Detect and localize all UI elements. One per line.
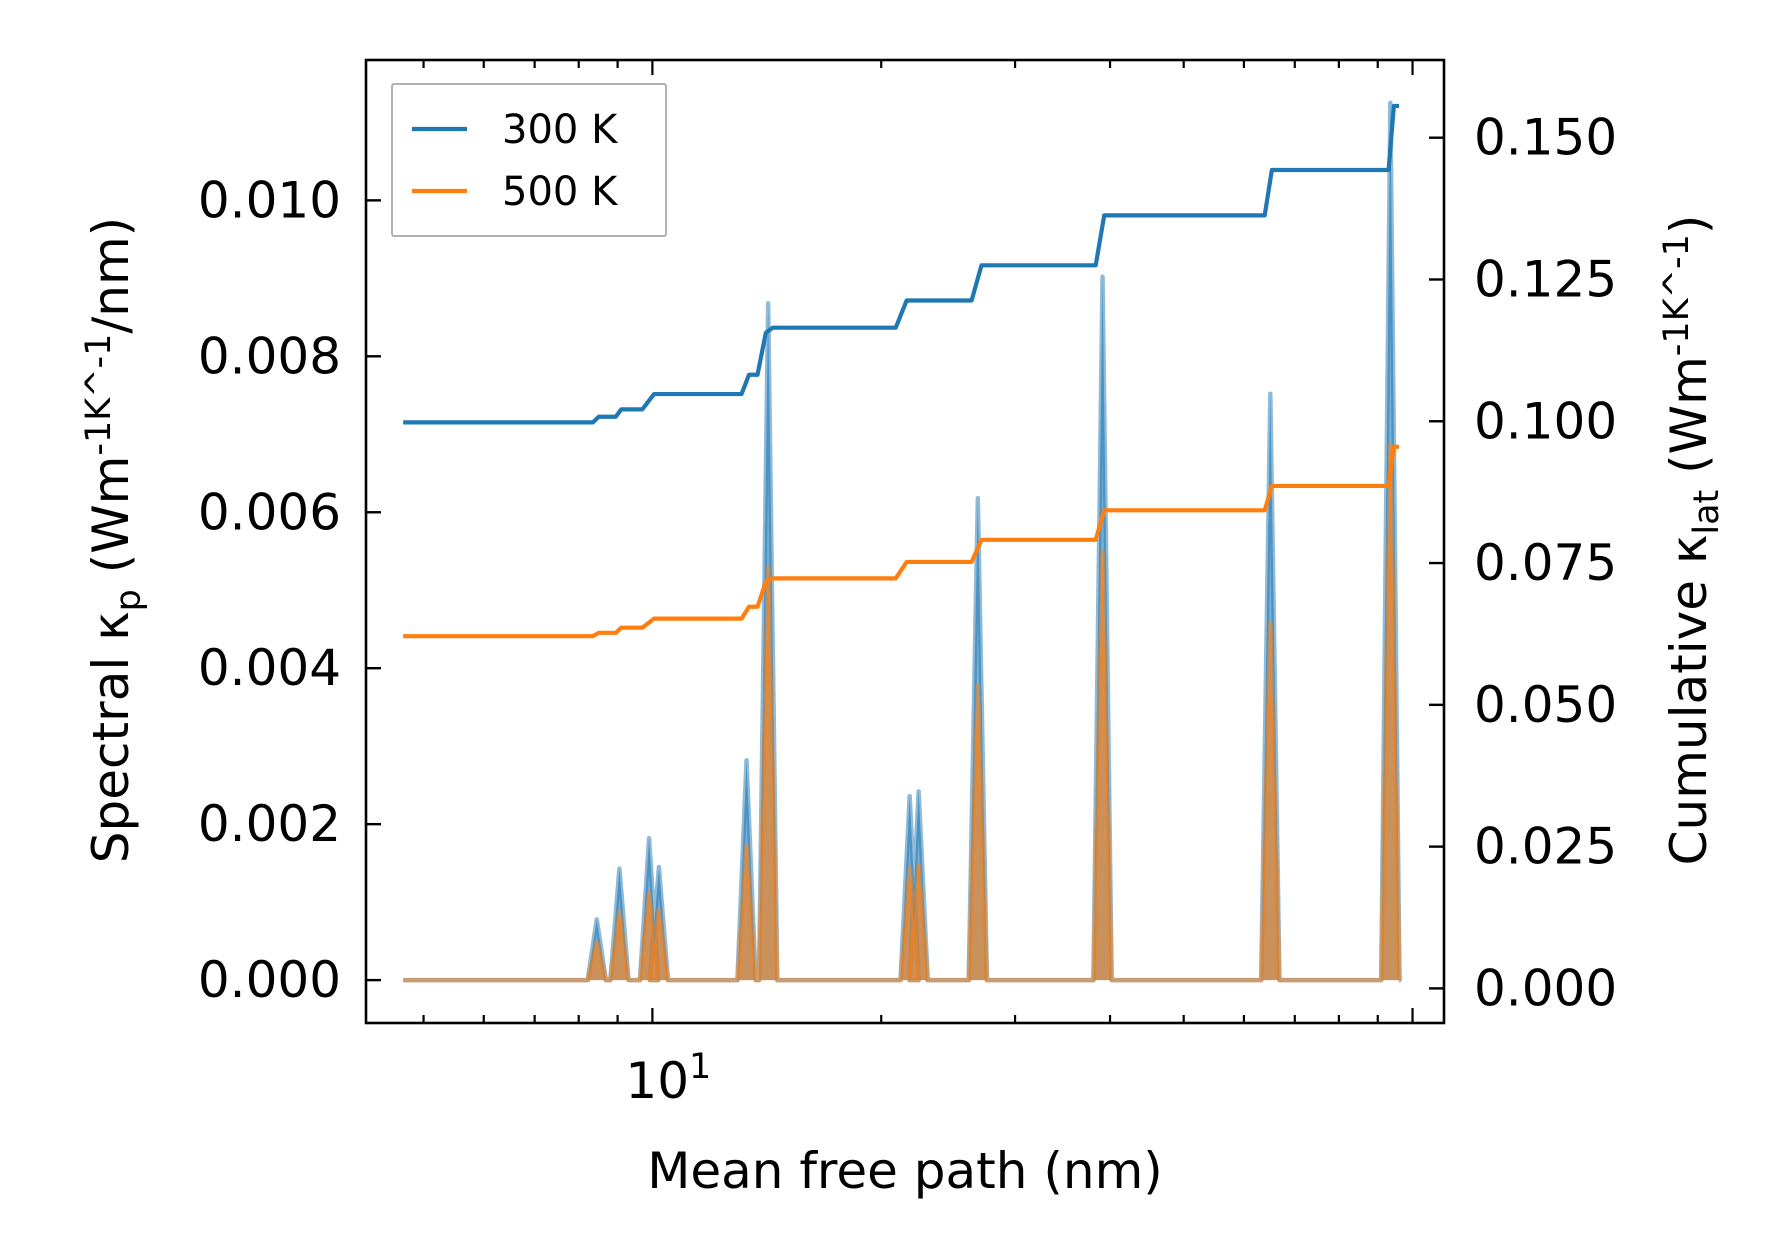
- label-superscript: -1K^-1: [1657, 234, 1697, 356]
- y-right-tick-label: 0.000: [1474, 959, 1617, 1017]
- label-text: Cumulative κ: [1660, 535, 1718, 866]
- y-right-tick-label: 0.125: [1474, 250, 1617, 308]
- label-subscript: p: [109, 589, 149, 611]
- legend-label: 500 K: [502, 169, 619, 215]
- x-tick-exponent: 1: [689, 1047, 711, 1087]
- y-left-tick-label: 0.008: [198, 327, 341, 385]
- y-right-tick-label: 0.025: [1474, 818, 1617, 876]
- plot-frame: [364, 58, 1446, 1025]
- legend-layer: 300 K 500 K: [391, 83, 667, 237]
- label-text: /nm): [82, 217, 140, 334]
- y-axis-left-label: Spectral κp​ (Wm-1K^-1​/nm): [79, 217, 149, 863]
- label-superscript: -1K^-1: [79, 334, 119, 456]
- ticks-layer: 0.000 0.002 0.004 0.006 0.008 0.010 0.000 0.025…: [198, 60, 1617, 1110]
- spectral-layer: [403, 100, 1402, 983]
- y-left-tick-label: 0.010: [198, 171, 341, 229]
- label-text: ): [1660, 215, 1718, 235]
- x-tick-base: 10: [625, 1052, 689, 1110]
- y-right-tick-label: 0.050: [1474, 676, 1617, 734]
- x-tick-label: 101: [625, 1047, 711, 1110]
- legend-box: [391, 83, 667, 237]
- legend-label: 300 K: [502, 107, 619, 153]
- cumulative-layer: [403, 103, 1400, 639]
- label-text: Spectral κ: [82, 611, 140, 863]
- label-text: (Wm: [82, 456, 140, 590]
- label-subscript: lat: [1687, 490, 1727, 535]
- y-right-tick-label: 0.100: [1474, 392, 1617, 450]
- y-left-tick-label: 0.004: [198, 639, 341, 697]
- label-text: (Wm: [1660, 356, 1718, 490]
- y-left-tick-label: 0.006: [198, 483, 341, 541]
- y-left-tick-label: 0.000: [198, 951, 341, 1009]
- y-left-tick-label: 0.002: [198, 795, 341, 853]
- y-axis-right-label: Cumulative κlat​ (Wm-1K^-1​): [1657, 215, 1727, 866]
- cumulative-line-500k: [403, 444, 1400, 639]
- y-right-tick-label: 0.075: [1474, 534, 1617, 592]
- y-right-tick-label: 0.150: [1474, 109, 1617, 167]
- x-axis-label: Mean free path (nm): [647, 1142, 1163, 1200]
- spectral-line-500k: [403, 442, 1402, 983]
- cumulative-line-300k: [403, 103, 1400, 425]
